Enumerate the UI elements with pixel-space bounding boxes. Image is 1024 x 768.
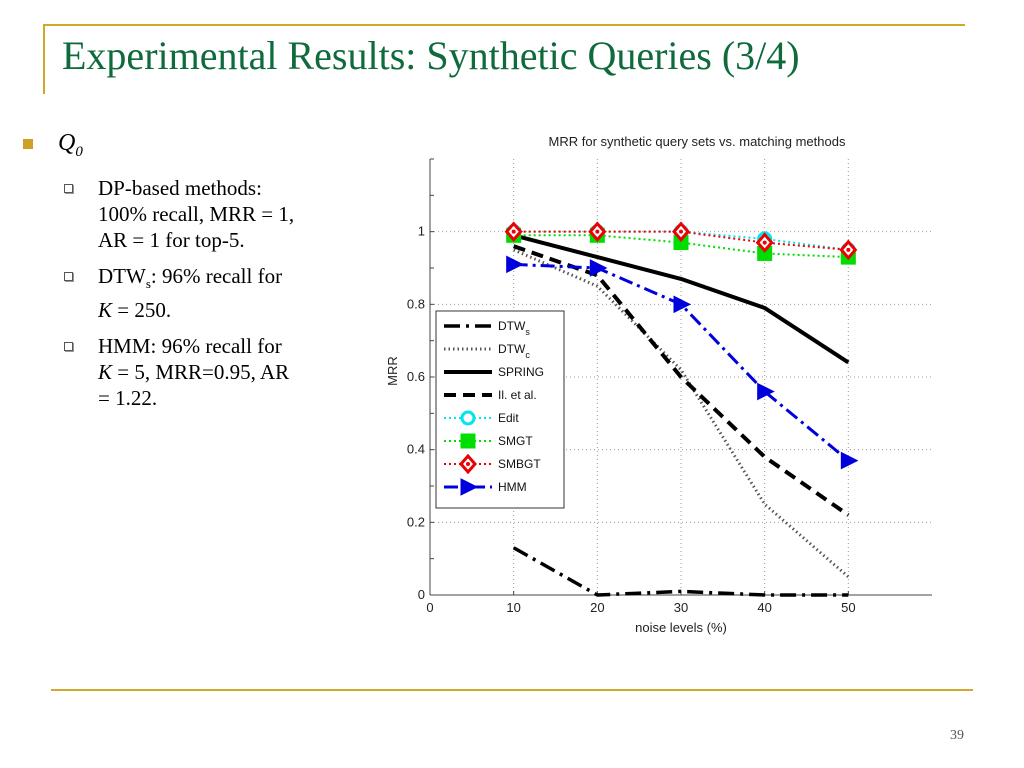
data-point-marker-dot	[595, 229, 600, 234]
legend-item: DTWs	[444, 319, 530, 337]
legend-label: SPRING	[498, 365, 544, 379]
legend-item: SMBGT	[444, 453, 541, 475]
square-bullet-icon	[23, 139, 33, 149]
series-line	[513, 233, 850, 365]
legend-item: Edit	[444, 410, 519, 426]
sub-bullet-hmm-line1: HMM: 96% recall for	[98, 333, 282, 358]
legend-marker	[460, 433, 476, 449]
legend-label: Edit	[498, 411, 519, 425]
data-point-marker	[506, 255, 524, 274]
legend-item: SMGT	[444, 433, 533, 449]
legend-marker-dot	[466, 462, 470, 466]
x-tick-label: 40	[757, 600, 771, 615]
legend-label: DTWc	[498, 342, 530, 360]
chart-legend: DTWs DTWc SPRING Il. et al. Edit SMGT SMBGT HMM	[435, 310, 565, 509]
page-number: 39	[950, 728, 964, 743]
y-axis-label: MRR	[385, 356, 400, 386]
data-point-marker-dot	[511, 229, 516, 234]
sub-bullet-dp: DP-based methods: 100% recall, MRR = 1, …	[20, 175, 370, 253]
legend-marker	[460, 410, 476, 426]
series-spring	[513, 233, 850, 365]
bullet-q0-subscript: 0	[75, 143, 83, 160]
x-tick-label: 20	[590, 600, 604, 615]
legend-label: HMM	[498, 480, 527, 494]
y-tick-label: 1	[418, 224, 425, 239]
bottom-rule	[51, 689, 973, 691]
x-tick-label: 50	[841, 600, 855, 615]
data-point-marker	[757, 382, 775, 401]
data-point-marker-dot	[762, 240, 767, 245]
sub-bullet-hmm-line2: = 5, MRR=0.95, AR	[112, 359, 290, 384]
legend-item: Il. et al.	[444, 388, 537, 402]
legend-label: SMGT	[498, 434, 533, 448]
data-point-marker-dot	[679, 229, 683, 234]
legend-item: SPRING	[444, 365, 544, 379]
x-tick-label: 10	[506, 600, 520, 615]
chart-title: MRR for synthetic query sets vs. matchin…	[549, 134, 846, 149]
sub-bullet-dtws: DTWs: 96% recall for K = 250.	[20, 263, 370, 323]
top-rule	[43, 24, 965, 26]
sub-bullet-dtws-name: DTW	[98, 263, 146, 288]
legend-label: Il. et al.	[498, 388, 537, 402]
y-tick-label: 0.2	[407, 514, 425, 529]
series-line	[513, 230, 849, 251]
legend-label: DTWs	[498, 319, 530, 337]
sub-bullet-dp-line3: AR = 1 for top-5.	[98, 227, 245, 252]
sub-bullet-hmm-line3: = 1.22.	[98, 385, 158, 410]
sub-bullet-dtws-subscript: s	[145, 275, 151, 291]
legend-marker	[460, 478, 479, 496]
left-rule	[43, 24, 45, 94]
x-axis-label: noise levels (%)	[635, 620, 727, 635]
legend-label: SMBGT	[498, 457, 541, 471]
data-point-marker	[840, 451, 859, 470]
series-line	[513, 234, 849, 259]
hollow-square-bullet-icon	[64, 271, 73, 281]
sub-bullet-dtws-line2: = 250.	[112, 297, 172, 322]
y-tick-label: 0.4	[407, 442, 425, 457]
sub-bullet-hmm-var: K	[98, 359, 113, 384]
series-dtws	[512, 546, 849, 597]
legend-box	[435, 310, 565, 509]
bullet-q0-label: Q	[58, 130, 76, 156]
legend-item: HMM	[444, 478, 527, 496]
sub-bullet-dp-line1: DP-based methods:	[98, 175, 262, 200]
mrr-chart: 0 10 20 30 40 50 0 0.2 0.4 0.6 0.8 1 MRR for synthet…	[370, 128, 950, 643]
y-tick-label: 0.6	[407, 369, 425, 384]
bullet-q0: Q0	[20, 128, 370, 167]
data-point-marker	[673, 295, 692, 314]
slide-title: Experimental Results: Synthetic Queries …	[62, 33, 800, 78]
sub-bullet-dtws-var: K	[98, 297, 113, 322]
series-line	[512, 546, 849, 597]
y-tick-label: 0.8	[407, 296, 425, 311]
data-point-marker-dot	[846, 247, 851, 252]
x-tick-label: 0	[426, 600, 433, 615]
data-point-marker	[589, 259, 608, 277]
series-smbgt	[504, 221, 858, 261]
x-tick-label: 30	[674, 600, 688, 615]
sub-bullet-dtws-line1: : 96% recall for	[150, 263, 283, 288]
sub-bullet-dp-line2: 100% recall, MRR = 1,	[98, 201, 295, 226]
legend-item: DTWc	[444, 342, 530, 360]
hollow-square-bullet-icon	[64, 183, 73, 193]
series-hmm	[506, 255, 859, 470]
bullet-list: Q0 DP-based methods: 100% recall, MRR = …	[20, 128, 370, 411]
sub-bullet-hmm: HMM: 96% recall for K = 5, MRR=0.95, AR …	[20, 333, 370, 411]
hollow-square-bullet-icon	[64, 341, 73, 351]
chart-svg: 0 10 20 30 40 50 0 0.2 0.4 0.6 0.8 1 MRR for synthet…	[385, 134, 932, 635]
y-tick-label: 0	[418, 587, 425, 602]
